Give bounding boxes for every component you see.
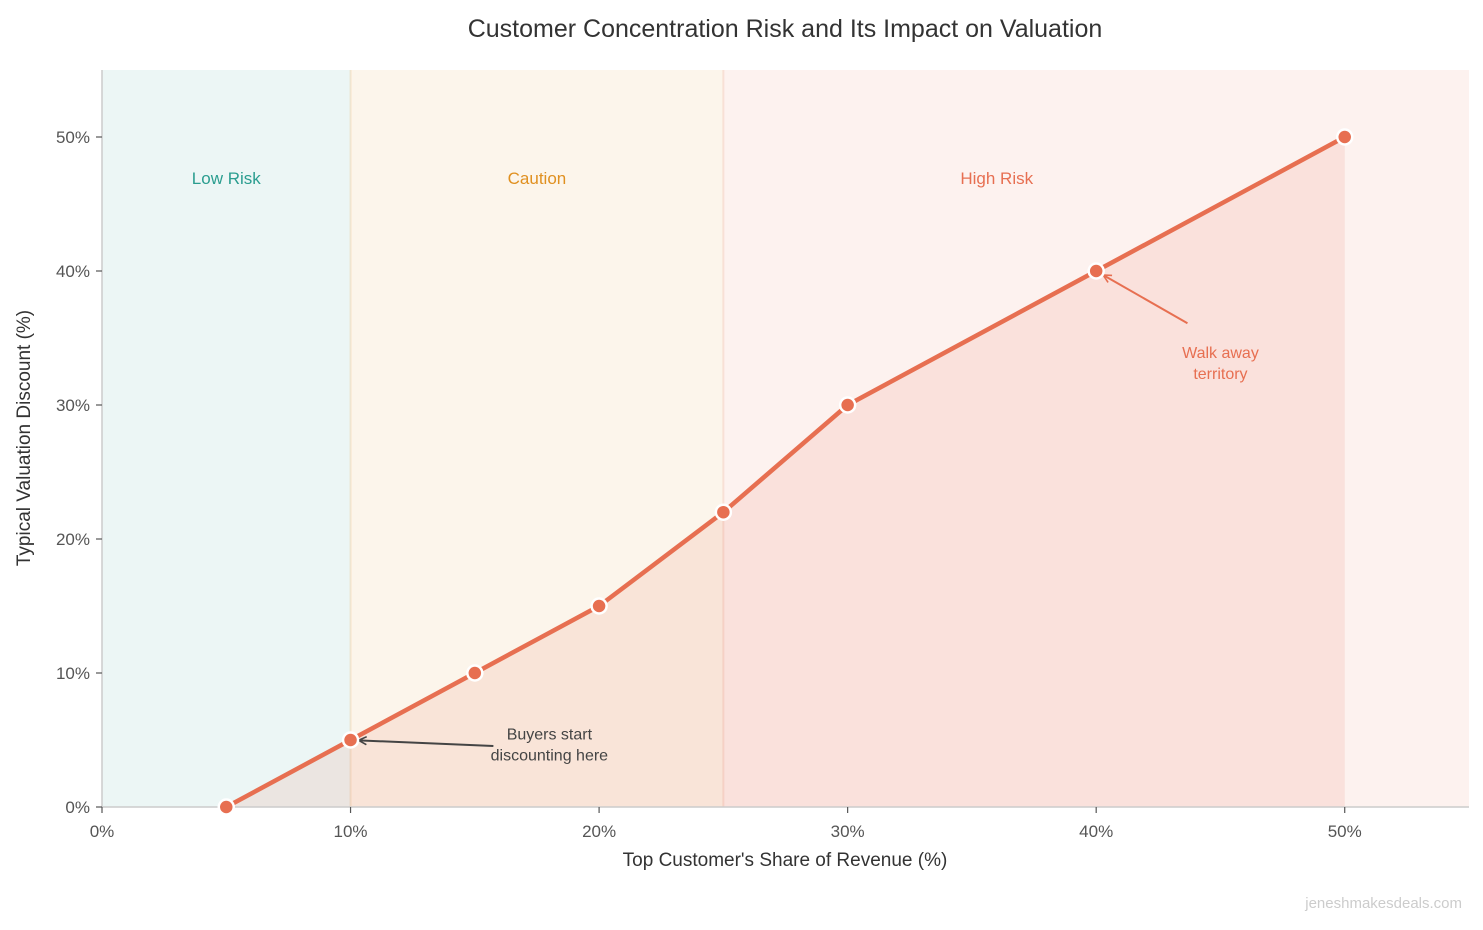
series (217, 128, 1354, 816)
series-line (225, 135, 1346, 809)
x-tick-label: 40% (1079, 822, 1113, 841)
y-axis-label: Typical Valuation Discount (%) (14, 310, 35, 566)
chart-title: Customer Concentration Risk and Its Impa… (468, 15, 1103, 43)
watermark: jeneshmakesdeals.com (1304, 895, 1462, 912)
risk-zones: Low Risk Caution High Risk (102, 70, 1469, 807)
annotations: Buyers start discounting here Walk away ter… (359, 275, 1259, 765)
x-tick-label: 50% (1328, 822, 1362, 841)
x-tick-label: 20% (582, 822, 616, 841)
zone-label: Caution (508, 169, 567, 188)
zone-label: High Risk (960, 169, 1033, 188)
zone-1 (350, 70, 724, 807)
x-tick-label: 0% (90, 822, 115, 841)
annotation-arrow (1103, 275, 1188, 325)
y-tick-label: 40% (56, 262, 90, 281)
x-tick-label: 30% (831, 822, 865, 841)
data-point (714, 503, 733, 521)
y-tick-label: 0% (65, 798, 90, 817)
annotation-text: Walk away (1182, 345, 1259, 362)
data-point (1335, 128, 1354, 146)
data-point (838, 396, 857, 414)
x-axis-label: Top Customer's Share of Revenue (%) (623, 850, 948, 871)
area-fill (226, 137, 1345, 807)
zone-label: Low Risk (192, 169, 261, 188)
data-point (217, 798, 236, 816)
y-tick-label: 20% (56, 530, 90, 549)
data-point (466, 664, 484, 682)
zone-2 (723, 70, 1469, 807)
y-tick-label: 30% (56, 396, 90, 415)
y-tick-label: 50% (56, 128, 90, 147)
y-tick-label: 10% (56, 664, 90, 683)
data-point (1087, 262, 1105, 280)
annotation-text: Buyers start (507, 727, 593, 744)
annotation-text: territory (1193, 366, 1247, 383)
data-point (590, 597, 608, 615)
area-under-curve (226, 137, 1345, 807)
axes: 0% 10% 20% 30% 40% 50% 0% 10% 20% 30% 40% 50% (56, 70, 1469, 841)
data-point (341, 731, 360, 749)
x-tick-label: 10% (334, 822, 368, 841)
zone-0 (102, 70, 351, 807)
annotation-arrow (359, 740, 494, 747)
annotation-text: discounting here (491, 748, 609, 765)
